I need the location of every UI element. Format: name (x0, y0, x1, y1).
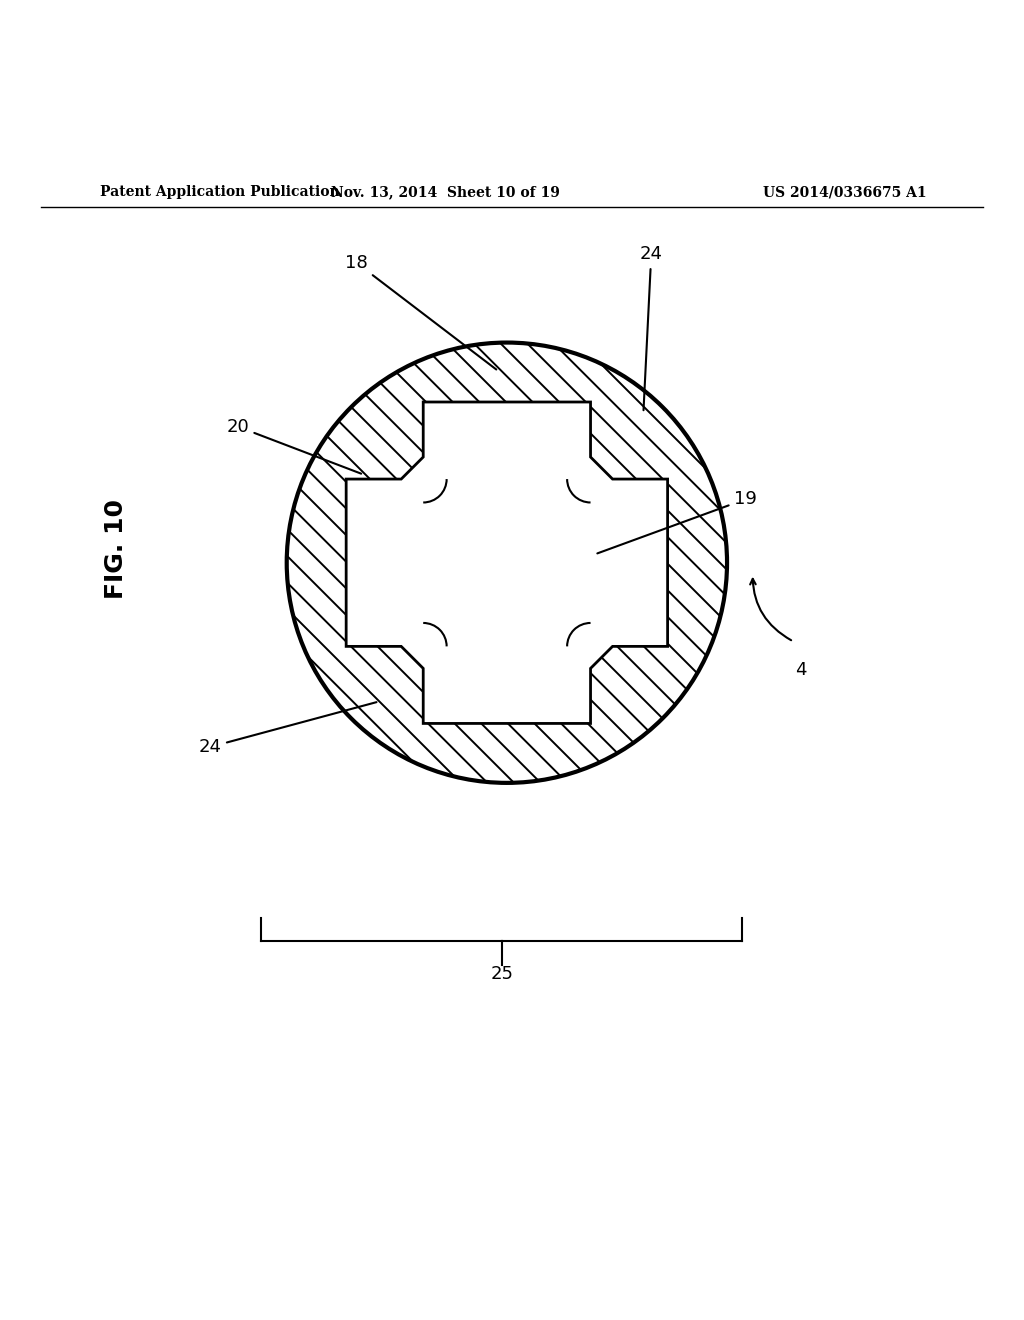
Text: Nov. 13, 2014  Sheet 10 of 19: Nov. 13, 2014 Sheet 10 of 19 (331, 185, 560, 199)
Text: Patent Application Publication: Patent Application Publication (100, 185, 340, 199)
Text: US 2014/0336675 A1: US 2014/0336675 A1 (763, 185, 927, 199)
Text: 18: 18 (345, 253, 497, 370)
Text: 24: 24 (199, 702, 377, 756)
Circle shape (287, 343, 727, 783)
Text: 20: 20 (226, 417, 361, 474)
Text: 4: 4 (795, 661, 807, 680)
Circle shape (287, 343, 727, 783)
Text: 19: 19 (597, 490, 757, 553)
Text: 25: 25 (490, 965, 513, 983)
Text: 24: 24 (640, 246, 663, 411)
Polygon shape (346, 403, 668, 723)
Text: FIG. 10: FIG. 10 (103, 499, 128, 599)
